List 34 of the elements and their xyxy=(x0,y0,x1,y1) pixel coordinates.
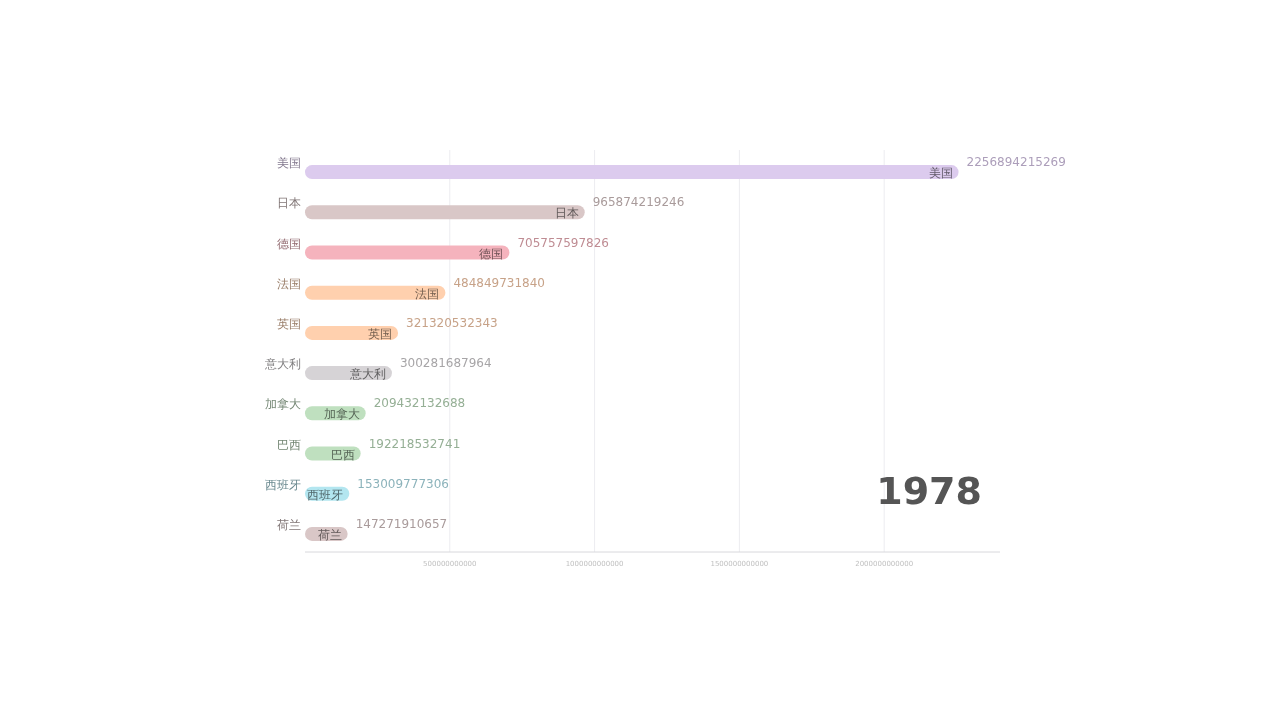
category-label: 荷兰 xyxy=(317,527,342,542)
y-tick-label: 日本 xyxy=(277,196,301,211)
y-tick-label: 加拿大 xyxy=(265,397,301,412)
data-label: 192218532741 xyxy=(368,436,461,451)
category-label: 法国 xyxy=(415,286,440,301)
data-label: 147271910657 xyxy=(355,516,448,531)
data-label: 2256894215269 xyxy=(966,155,1066,170)
category-label: 巴西 xyxy=(330,447,355,462)
data-label: 153009777306 xyxy=(357,476,449,491)
y-tick-label: 巴西 xyxy=(277,437,301,452)
data-label: 705757597826 xyxy=(517,235,609,250)
annotation: 1978 xyxy=(876,469,982,513)
category-label: 西班牙 xyxy=(307,487,344,502)
bar xyxy=(305,165,959,180)
y-tick-label: 意大利 xyxy=(264,357,301,372)
data-label: 300281687964 xyxy=(399,356,492,371)
category-label: 英国 xyxy=(368,326,393,341)
category-label: 意大利 xyxy=(349,367,386,382)
data-label: 209432132688 xyxy=(373,396,466,411)
category-label: 美国 xyxy=(928,166,953,181)
y-tick-label: 荷兰 xyxy=(277,517,301,532)
category-label: 加拿大 xyxy=(323,407,360,422)
data-label: 965874219246 xyxy=(592,195,685,210)
data-label: 484849731840 xyxy=(453,275,546,290)
category-label: 日本 xyxy=(554,206,579,221)
y-tick-label: 英国 xyxy=(277,316,301,331)
y-tick-label: 德国 xyxy=(277,236,301,251)
bar xyxy=(305,245,510,260)
data-label: 321320532343 xyxy=(406,315,498,330)
bar xyxy=(305,205,585,220)
y-tick-label: 西班牙 xyxy=(265,477,301,492)
category-label: 德国 xyxy=(479,246,504,261)
y-tick-label: 美国 xyxy=(277,156,301,171)
y-tick-label: 法国 xyxy=(277,276,301,291)
